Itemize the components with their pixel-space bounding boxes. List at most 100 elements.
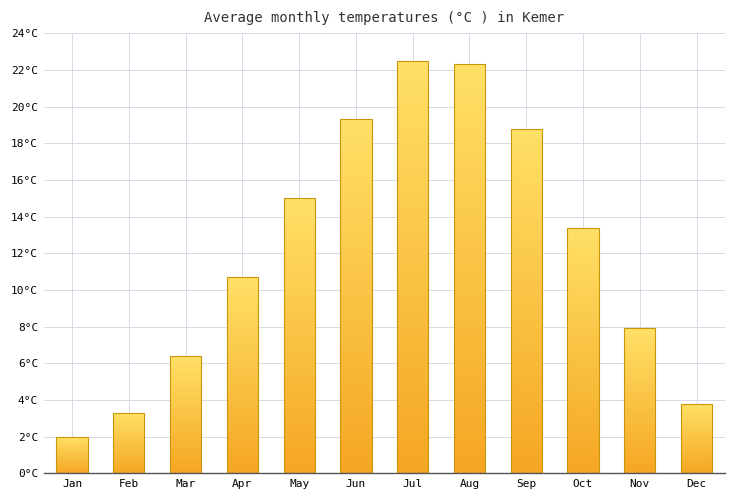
Bar [397,269,428,271]
Bar [454,144,485,146]
Bar [397,380,428,382]
Bar [511,336,542,337]
Bar [567,296,598,298]
Bar [511,325,542,327]
Bar [340,250,372,252]
Bar [283,348,315,350]
Bar [340,290,372,291]
Bar [511,337,542,339]
Bar [511,301,542,302]
Bar [340,182,372,183]
Bar [283,362,315,364]
Bar [170,460,201,461]
Bar [511,318,542,320]
Bar [567,348,598,349]
Bar [397,210,428,212]
Bar [283,380,315,381]
Bar [624,391,655,392]
Bar [397,455,428,457]
Bar [397,114,428,116]
Bar [397,168,428,170]
Bar [397,333,428,335]
Bar [397,182,428,184]
Bar [227,334,258,335]
Bar [567,464,598,466]
Bar [397,86,428,87]
Bar [511,456,542,458]
Bar [227,446,258,447]
Bar [227,370,258,372]
Bar [227,412,258,414]
Bar [283,333,315,334]
Bar [340,378,372,380]
Bar [567,238,598,240]
Bar [283,392,315,394]
Bar [227,312,258,314]
Bar [283,381,315,382]
Bar [397,254,428,256]
Bar [283,328,315,329]
Bar [397,216,428,218]
Bar [283,359,315,360]
Bar [340,258,372,259]
Bar [340,424,372,426]
Bar [283,325,315,326]
Bar [283,322,315,324]
Bar [567,298,598,299]
Bar [283,307,315,308]
Bar [511,316,542,318]
Bar [454,210,485,212]
Bar [567,370,598,372]
Bar [283,290,315,292]
Bar [227,416,258,418]
Bar [170,412,201,413]
Bar [340,397,372,399]
Bar [227,333,258,334]
Bar [227,316,258,318]
Bar [624,459,655,460]
Bar [567,350,598,352]
Bar [340,128,372,130]
Bar [567,385,598,386]
Bar [340,408,372,410]
Bar [624,470,655,471]
Bar [227,323,258,324]
Bar [170,366,201,367]
Bar [624,413,655,414]
Bar [454,202,485,203]
Bar [624,376,655,377]
Bar [454,465,485,467]
Bar [227,293,258,294]
Bar [454,269,485,271]
Bar [567,268,598,270]
Bar [227,414,258,416]
Bar [340,468,372,470]
Bar [454,99,485,101]
Bar [511,406,542,408]
Bar [170,446,201,447]
Bar [340,462,372,464]
Bar [170,420,201,421]
Bar [454,220,485,222]
Bar [454,95,485,97]
Bar [511,166,542,168]
Bar [283,326,315,328]
Bar [283,248,315,249]
Bar [511,418,542,420]
Bar [283,284,315,285]
Bar [567,251,598,252]
Bar [624,352,655,353]
Bar [283,324,315,325]
Bar [170,393,201,394]
Bar [454,189,485,191]
Bar [170,441,201,442]
Bar [397,457,428,459]
Bar [567,466,598,467]
Bar [397,410,428,412]
Bar [283,198,315,473]
Bar [227,458,258,460]
Bar [567,314,598,315]
Bar [170,360,201,362]
Bar [340,336,372,337]
Bar [624,328,655,474]
